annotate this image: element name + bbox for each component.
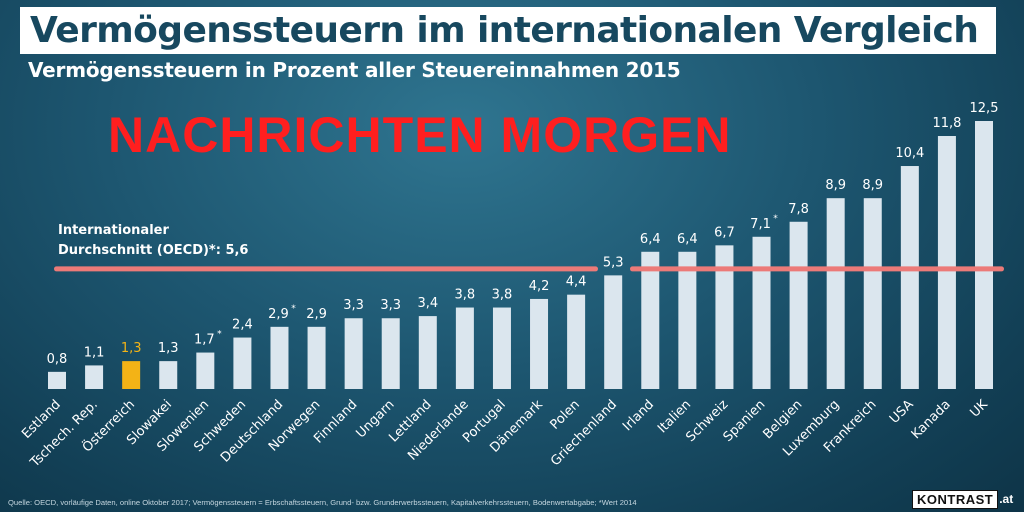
value-label-18: 6,7 — [714, 225, 735, 240]
bar-12 — [492, 307, 511, 389]
category-label-25: UK — [967, 397, 991, 421]
bar-6 — [270, 326, 289, 389]
bar-2 — [122, 361, 141, 389]
value-label-asterisk-6: * — [291, 304, 296, 314]
value-label-16: 6,4 — [640, 232, 661, 247]
bar-19 — [752, 236, 771, 389]
value-label-asterisk-19: * — [773, 214, 778, 224]
value-label-9: 3,3 — [380, 298, 401, 313]
bar-5 — [233, 337, 252, 389]
bar-13 — [530, 298, 549, 389]
value-label-20: 7,8 — [788, 202, 809, 217]
bar-14 — [567, 294, 586, 389]
value-label-13: 4,2 — [529, 279, 550, 294]
oecd-average-line-left — [54, 266, 598, 272]
category-label-15: Griechenland — [548, 397, 620, 469]
value-label-21: 8,9 — [825, 178, 846, 193]
category-label-16: Irland — [620, 397, 657, 434]
value-label-14: 4,4 — [566, 275, 587, 290]
title-banner: Vermögenssteuern im internationalen Verg… — [20, 7, 996, 54]
bar-24 — [937, 136, 956, 389]
value-label-asterisk-4: * — [217, 330, 222, 340]
bar-25 — [975, 121, 993, 389]
bar-4 — [196, 352, 215, 389]
value-label-25: 12,5 — [970, 101, 999, 116]
bar-9 — [381, 318, 400, 389]
value-label-12: 3,8 — [492, 288, 513, 303]
value-label-22: 8,9 — [862, 178, 883, 193]
value-label-1: 1,1 — [84, 345, 105, 360]
value-label-4: 1,7 — [194, 333, 215, 348]
bar-1 — [85, 365, 104, 389]
bar-10 — [418, 316, 437, 389]
bar-7 — [307, 326, 326, 389]
bar-15 — [604, 275, 623, 389]
bar-22 — [863, 198, 882, 389]
bar-3 — [159, 361, 178, 389]
watermark-text: NACHRICHTEN MORGEN — [108, 107, 732, 163]
value-label-19: 7,1 — [750, 217, 771, 232]
bar-20 — [789, 221, 808, 389]
oecd-average-label: Internationaler Durchschnitt (OECD)*: 5,… — [58, 221, 248, 261]
value-label-11: 3,8 — [455, 288, 476, 303]
bar-16 — [641, 251, 660, 389]
bar-21 — [826, 198, 845, 389]
oecd-average-line-right — [630, 266, 1004, 272]
value-label-0: 0,8 — [47, 352, 68, 367]
value-label-17: 6,4 — [677, 232, 698, 247]
oecd-label-line1: Internationaler — [58, 223, 169, 238]
value-label-3: 1,3 — [158, 341, 179, 356]
chart-title: Vermögenssteuern im internationalen Verg… — [30, 10, 979, 51]
value-label-7: 2,9 — [306, 307, 327, 322]
value-label-5: 2,4 — [232, 318, 253, 333]
bar-18 — [715, 245, 734, 389]
bar-11 — [455, 307, 474, 389]
value-label-10: 3,4 — [417, 296, 438, 311]
oecd-label-line2: Durchschnitt (OECD)*: 5,6 — [58, 243, 249, 258]
bar-17 — [678, 251, 697, 389]
value-label-8: 3,3 — [343, 298, 364, 313]
category-label-24: Kanada — [909, 397, 954, 442]
value-label-15: 5,3 — [603, 255, 624, 270]
kontrast-logo: KONTRAST .at — [912, 489, 1013, 509]
value-label-6: 2,9 — [268, 307, 289, 322]
category-label-23: USA — [887, 397, 917, 427]
bar-8 — [344, 318, 363, 389]
value-label-23: 10,4 — [895, 146, 924, 161]
value-label-24: 11,8 — [932, 116, 961, 131]
bar-0 — [48, 371, 66, 389]
chart-subtitle: Vermögenssteuern in Prozent aller Steuer… — [28, 58, 681, 82]
logo-domain-suffix: .at — [999, 492, 1014, 506]
source-note: Quelle: OECD, vorläufige Daten, online O… — [8, 498, 637, 507]
category-label-14: Polen — [547, 397, 582, 432]
bar-23 — [900, 166, 919, 389]
value-label-2: 1,3 — [121, 341, 142, 356]
logo-wordmark: KONTRAST — [912, 489, 999, 509]
